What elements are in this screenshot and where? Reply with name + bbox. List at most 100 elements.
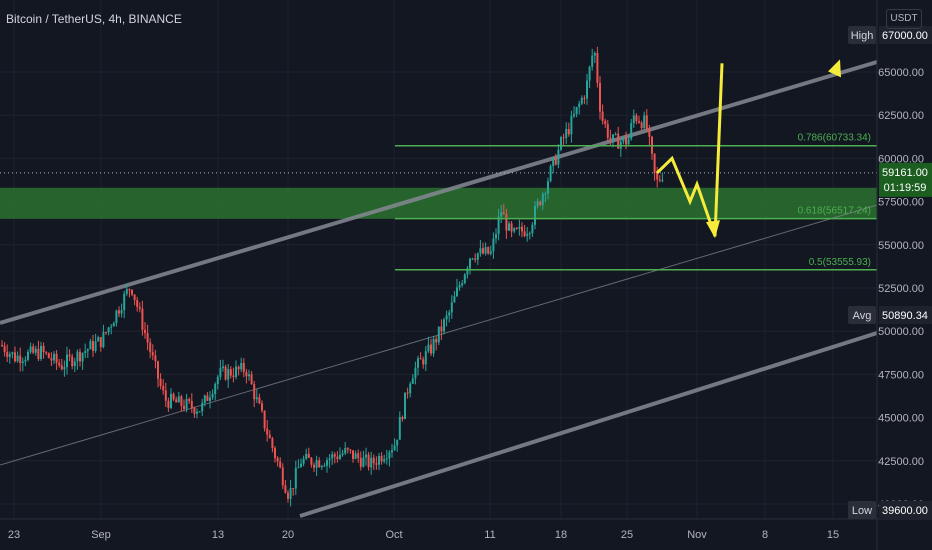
candle-body xyxy=(326,460,328,466)
price-axis[interactable]: 65000.00 62500.00 60000.00 57500.00 55000.00… xyxy=(878,67,924,511)
candle-body xyxy=(617,133,620,149)
candle-body xyxy=(456,287,458,297)
candle-body xyxy=(344,448,347,454)
candle-body xyxy=(419,358,422,360)
candle-body xyxy=(565,128,568,138)
price-tick-label: 45000.00 xyxy=(878,413,924,425)
candle-body xyxy=(167,400,170,408)
candle-body xyxy=(458,285,461,288)
time-tick-label: 13 xyxy=(212,529,224,541)
candle-body xyxy=(110,326,113,328)
candle-body xyxy=(164,390,167,401)
candle-body xyxy=(292,488,295,490)
candle-body xyxy=(625,137,627,145)
candle-body xyxy=(268,434,271,439)
candle-body xyxy=(354,453,357,459)
candle-body xyxy=(372,457,375,464)
candle-body xyxy=(352,450,354,459)
candle-body xyxy=(489,251,492,254)
candle-body xyxy=(609,137,612,141)
candle-body xyxy=(302,458,305,464)
candle-body xyxy=(461,283,464,286)
candle-body xyxy=(66,354,68,368)
candle-body xyxy=(388,452,391,459)
avg-label-bg xyxy=(879,306,932,324)
candle-body xyxy=(271,438,274,449)
candle-body xyxy=(497,216,500,235)
candle-body xyxy=(27,351,29,360)
candle-body xyxy=(448,312,451,316)
candle-body xyxy=(279,461,282,468)
candle-body xyxy=(661,180,664,182)
low-label: 39600.00 xyxy=(882,505,928,517)
candle-body xyxy=(6,352,9,357)
candle-body xyxy=(380,455,383,462)
candle-body xyxy=(341,453,344,455)
price-tick-label: 47500.00 xyxy=(878,369,924,381)
candle-body xyxy=(224,366,227,380)
candle-body xyxy=(219,368,222,377)
candle-body xyxy=(526,234,529,236)
candle-body xyxy=(320,466,323,468)
candle-body xyxy=(253,384,256,400)
candle-body xyxy=(365,454,367,458)
candle-body xyxy=(183,405,185,409)
candle-body xyxy=(300,463,302,468)
candle-body xyxy=(531,224,534,234)
candle-body xyxy=(89,341,92,350)
candle-body xyxy=(575,106,578,115)
low-tag-bg xyxy=(848,501,876,519)
candle-body xyxy=(409,383,412,394)
candle-body xyxy=(554,157,557,165)
candle-body xyxy=(328,458,331,461)
time-tick-label: 25 xyxy=(621,529,633,541)
candle-body xyxy=(549,166,552,182)
candle-body xyxy=(578,103,581,107)
candle-body xyxy=(79,351,81,362)
price-tick-label: 50000.00 xyxy=(878,326,924,338)
candle-body xyxy=(383,459,386,462)
candle-body xyxy=(547,181,549,194)
candle-body xyxy=(622,137,625,142)
candle-body xyxy=(518,226,521,229)
candle-body xyxy=(606,124,609,138)
candle-body xyxy=(406,392,409,394)
candle-body xyxy=(417,358,419,368)
candle-body xyxy=(263,410,266,429)
candle-body xyxy=(648,129,651,137)
price-tick-label: 57500.00 xyxy=(878,197,924,209)
candle-body xyxy=(76,351,79,362)
avg-label: 50890.34 xyxy=(882,310,928,322)
candle-body xyxy=(630,123,633,139)
candle-body xyxy=(656,173,659,180)
candle-body xyxy=(32,346,35,353)
candle-body xyxy=(562,137,565,139)
candle-body xyxy=(14,352,16,362)
candle-body xyxy=(297,467,300,469)
candle-body xyxy=(19,355,22,364)
time-axis[interactable]: 23 Sep 13 20 Oct 11 18 25 Nov 8 15 xyxy=(8,529,839,541)
candle-body xyxy=(385,458,388,460)
candle-body xyxy=(599,82,601,112)
candle-body xyxy=(396,439,399,446)
candle-body xyxy=(307,453,310,458)
candle-body xyxy=(24,359,27,362)
candle-body xyxy=(471,258,474,260)
candle-body xyxy=(627,138,630,145)
candle-body xyxy=(162,385,165,391)
candle-body xyxy=(149,342,152,353)
candle-body xyxy=(229,369,232,376)
trend-channel xyxy=(0,60,878,518)
fib-levels: 0.786(60733.34) 0.618(56517.24) 0.5(53555.… xyxy=(395,133,877,271)
candle-body xyxy=(541,194,544,205)
candle-body xyxy=(528,233,531,235)
candle-body xyxy=(601,111,604,121)
candle-body xyxy=(159,378,162,386)
candle-body xyxy=(333,454,336,457)
candle-body xyxy=(362,457,365,467)
candle-body xyxy=(560,137,562,150)
candle-body xyxy=(658,179,661,181)
candle-body xyxy=(513,228,516,232)
currency-button[interactable]: USDT xyxy=(886,9,922,29)
